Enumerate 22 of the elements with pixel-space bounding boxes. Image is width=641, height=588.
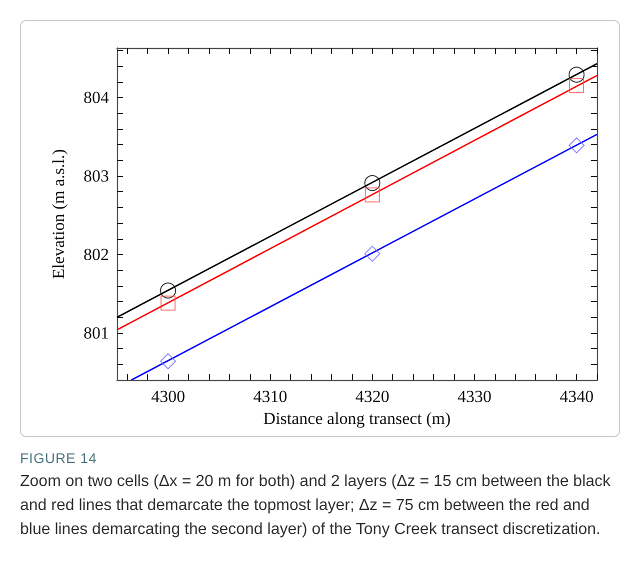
point (569, 78, 584, 94)
x-tick-label: 4330 (457, 387, 492, 406)
x-axis-title: Distance along transect (m) (263, 409, 451, 428)
y-tick-label: 801 (84, 323, 109, 342)
point (568, 66, 585, 83)
point (364, 175, 380, 192)
text: Zoom on two cells (Δx = 20 m for both) and 2 layers (Δz = 15 cm between the black and red lines that demarcate the topmost layer; Δz = 75 cm between the red and blue lines demarcating the second layer) of the Tony Creek transect discretization. (20, 472, 612, 540)
x-tick-label: 4340 (560, 387, 594, 406)
y-tick-label: 802 (84, 244, 109, 264)
y-tick-label: 803 (84, 166, 109, 186)
y-tick-label: 804 (84, 88, 110, 107)
x-tick-label: 4320 (355, 387, 390, 406)
point (364, 187, 380, 202)
y-axis-title: Elevation (m a.s.l.) (49, 149, 68, 279)
point (160, 353, 176, 370)
x-tick-label: 4310 (253, 387, 288, 406)
point (364, 246, 380, 262)
caption: FIGURE 14 (20, 450, 98, 466)
point (568, 137, 585, 154)
point (160, 296, 176, 311)
point (160, 282, 176, 299)
x-tick-label: 4300 (151, 387, 186, 406)
